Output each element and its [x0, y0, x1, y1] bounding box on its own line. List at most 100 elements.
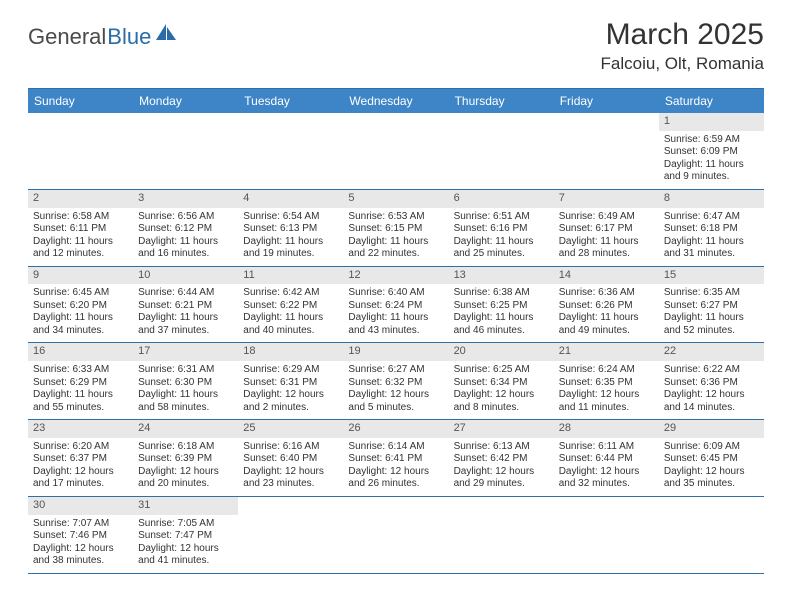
month-title: March 2025 [601, 18, 764, 52]
day-cell: 30Sunrise: 7:07 AMSunset: 7:46 PMDayligh… [28, 497, 133, 573]
day-cell: 5Sunrise: 6:53 AMSunset: 6:15 PMDaylight… [343, 190, 448, 266]
day-cell: 24Sunrise: 6:18 AMSunset: 6:39 PMDayligh… [133, 420, 238, 496]
sunset-text: Sunset: 6:44 PM [559, 453, 654, 466]
daylight-text: Daylight: 12 hours [243, 466, 338, 479]
sunrise-text: Sunrise: 6:49 AM [559, 211, 654, 224]
sunrise-text: Sunrise: 6:29 AM [243, 364, 338, 377]
day-cell: 8Sunrise: 6:47 AMSunset: 6:18 PMDaylight… [659, 190, 764, 266]
day-number: 31 [133, 497, 238, 515]
day-cell: 16Sunrise: 6:33 AMSunset: 6:29 PMDayligh… [28, 343, 133, 419]
daylight-text: Daylight: 12 hours [664, 466, 759, 479]
sunset-text: Sunset: 6:21 PM [138, 300, 233, 313]
daylight-text: Daylight: 11 hours [664, 236, 759, 249]
day-cell: 2Sunrise: 6:58 AMSunset: 6:11 PMDaylight… [28, 190, 133, 266]
daylight-text: and 14 minutes. [664, 402, 759, 415]
daylight-text: Daylight: 12 hours [138, 543, 233, 556]
empty-cell [554, 113, 659, 189]
day-cell: 9Sunrise: 6:45 AMSunset: 6:20 PMDaylight… [28, 267, 133, 343]
empty-cell [659, 497, 764, 573]
sunrise-text: Sunrise: 6:13 AM [454, 441, 549, 454]
day-number: 22 [659, 343, 764, 361]
day-number: 12 [343, 267, 448, 285]
day-cell: 3Sunrise: 6:56 AMSunset: 6:12 PMDaylight… [133, 190, 238, 266]
daylight-text: and 49 minutes. [559, 325, 654, 338]
daylight-text: Daylight: 12 hours [559, 389, 654, 402]
day-cell: 11Sunrise: 6:42 AMSunset: 6:22 PMDayligh… [238, 267, 343, 343]
sunrise-text: Sunrise: 6:35 AM [664, 287, 759, 300]
empty-cell [133, 113, 238, 189]
sunrise-text: Sunrise: 6:53 AM [348, 211, 443, 224]
day-number: 30 [28, 497, 133, 515]
day-number: 14 [554, 267, 659, 285]
logo: GeneralBlue [28, 24, 178, 50]
day-number: 27 [449, 420, 554, 438]
daylight-text: Daylight: 11 hours [664, 312, 759, 325]
daylight-text: and 5 minutes. [348, 402, 443, 415]
day-number: 18 [238, 343, 343, 361]
daylight-text: and 46 minutes. [454, 325, 549, 338]
sunset-text: Sunset: 6:20 PM [33, 300, 128, 313]
day-header: Wednesday [343, 89, 448, 113]
daylight-text: and 37 minutes. [138, 325, 233, 338]
day-number: 17 [133, 343, 238, 361]
sunrise-text: Sunrise: 6:38 AM [454, 287, 549, 300]
day-cell: 29Sunrise: 6:09 AMSunset: 6:45 PMDayligh… [659, 420, 764, 496]
daylight-text: and 31 minutes. [664, 248, 759, 261]
sunrise-text: Sunrise: 6:54 AM [243, 211, 338, 224]
day-cell: 6Sunrise: 6:51 AMSunset: 6:16 PMDaylight… [449, 190, 554, 266]
daylight-text: Daylight: 11 hours [348, 312, 443, 325]
day-header: Saturday [659, 89, 764, 113]
daylight-text: Daylight: 12 hours [33, 543, 128, 556]
day-number: 5 [343, 190, 448, 208]
daylight-text: Daylight: 11 hours [454, 312, 549, 325]
daylight-text: Daylight: 11 hours [664, 159, 759, 172]
day-cell: 19Sunrise: 6:27 AMSunset: 6:32 PMDayligh… [343, 343, 448, 419]
sunset-text: Sunset: 6:39 PM [138, 453, 233, 466]
day-number: 25 [238, 420, 343, 438]
sunrise-text: Sunrise: 6:18 AM [138, 441, 233, 454]
day-number: 11 [238, 267, 343, 285]
daylight-text: Daylight: 12 hours [138, 466, 233, 479]
daylight-text: and 2 minutes. [243, 402, 338, 415]
daylight-text: Daylight: 11 hours [243, 312, 338, 325]
sunset-text: Sunset: 6:30 PM [138, 377, 233, 390]
daylight-text: and 9 minutes. [664, 171, 759, 184]
day-header: Thursday [449, 89, 554, 113]
daylight-text: Daylight: 11 hours [138, 389, 233, 402]
sunrise-text: Sunrise: 6:40 AM [348, 287, 443, 300]
day-number: 9 [28, 267, 133, 285]
day-number: 13 [449, 267, 554, 285]
sunrise-text: Sunrise: 6:51 AM [454, 211, 549, 224]
sunrise-text: Sunrise: 6:24 AM [559, 364, 654, 377]
day-number: 6 [449, 190, 554, 208]
sunset-text: Sunset: 6:15 PM [348, 223, 443, 236]
daylight-text: Daylight: 11 hours [138, 312, 233, 325]
sunset-text: Sunset: 6:17 PM [559, 223, 654, 236]
empty-cell [343, 113, 448, 189]
day-cell: 14Sunrise: 6:36 AMSunset: 6:26 PMDayligh… [554, 267, 659, 343]
daylight-text: and 12 minutes. [33, 248, 128, 261]
day-header: Monday [133, 89, 238, 113]
sunrise-text: Sunrise: 6:09 AM [664, 441, 759, 454]
daylight-text: Daylight: 12 hours [348, 466, 443, 479]
sunset-text: Sunset: 6:13 PM [243, 223, 338, 236]
empty-cell [238, 497, 343, 573]
day-cell: 28Sunrise: 6:11 AMSunset: 6:44 PMDayligh… [554, 420, 659, 496]
daylight-text: Daylight: 11 hours [33, 389, 128, 402]
sunset-text: Sunset: 6:27 PM [664, 300, 759, 313]
day-cell: 31Sunrise: 7:05 AMSunset: 7:47 PMDayligh… [133, 497, 238, 573]
daylight-text: and 38 minutes. [33, 555, 128, 568]
sunset-text: Sunset: 6:24 PM [348, 300, 443, 313]
week-row: 23Sunrise: 6:20 AMSunset: 6:37 PMDayligh… [28, 420, 764, 497]
day-cell: 20Sunrise: 6:25 AMSunset: 6:34 PMDayligh… [449, 343, 554, 419]
sunrise-text: Sunrise: 6:22 AM [664, 364, 759, 377]
day-header: Tuesday [238, 89, 343, 113]
sunrise-text: Sunrise: 6:20 AM [33, 441, 128, 454]
sunset-text: Sunset: 6:16 PM [454, 223, 549, 236]
sunset-text: Sunset: 6:22 PM [243, 300, 338, 313]
logo-text-blue: Blue [107, 24, 151, 50]
daylight-text: Daylight: 11 hours [138, 236, 233, 249]
sunset-text: Sunset: 6:09 PM [664, 146, 759, 159]
daylight-text: and 8 minutes. [454, 402, 549, 415]
sunrise-text: Sunrise: 6:56 AM [138, 211, 233, 224]
